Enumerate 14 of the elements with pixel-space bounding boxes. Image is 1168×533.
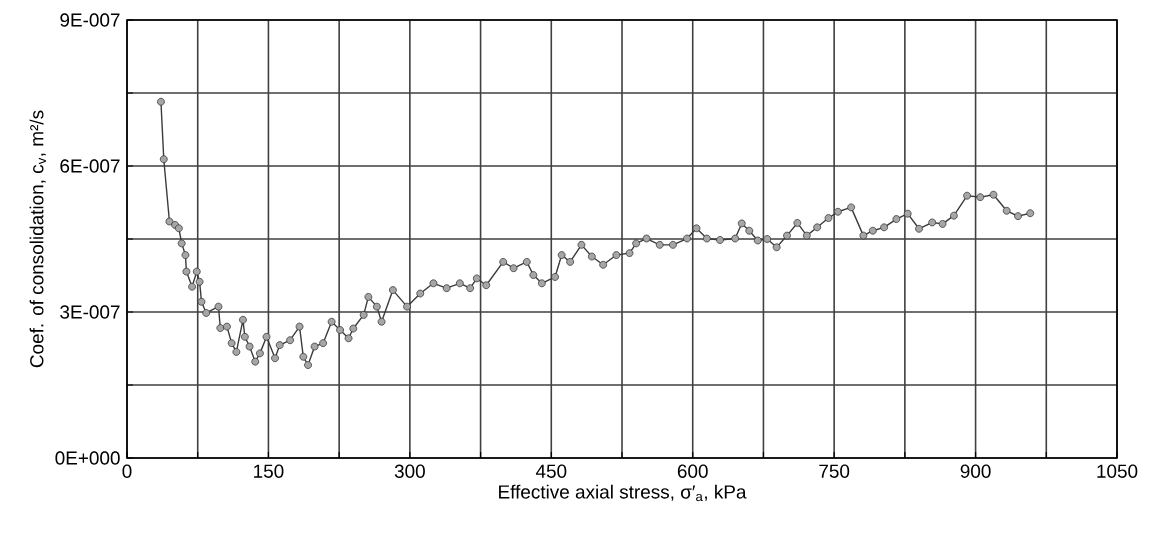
x-tick-label: 600 bbox=[677, 464, 708, 478]
x-tick-label: 1050 bbox=[1097, 464, 1138, 478]
x-tick-label: 750 bbox=[819, 464, 850, 478]
y-tick-label: 0E+000 bbox=[55, 451, 120, 465]
y-axis-title: Coef. of consolidation, c$_{v}$, m²/s bbox=[29, 110, 46, 368]
y-tick-label: 9E-007 bbox=[60, 13, 120, 27]
x-tick-label: 0 bbox=[122, 464, 132, 478]
x-tick-label: 150 bbox=[254, 464, 284, 478]
x-tick-label: 300 bbox=[394, 464, 425, 478]
x-axis-title: Effective axial stress, σ′$_{a}$, kPa bbox=[499, 484, 747, 502]
x-tick-label: 900 bbox=[960, 464, 991, 478]
y-tick-label: 3E-007 bbox=[60, 305, 120, 319]
x-tick-label: 450 bbox=[535, 464, 567, 478]
y-tick-label: 6E-007 bbox=[60, 159, 120, 173]
